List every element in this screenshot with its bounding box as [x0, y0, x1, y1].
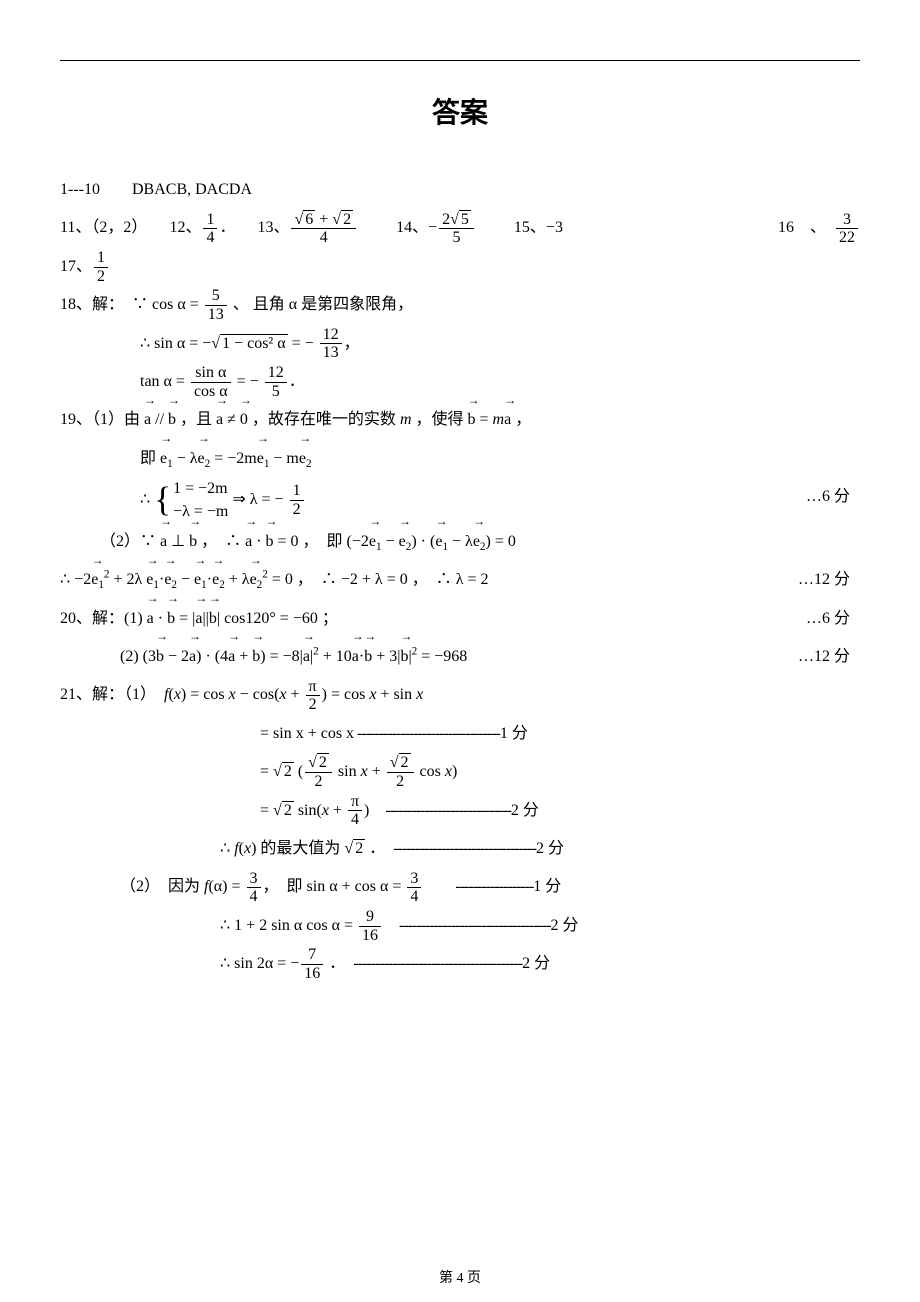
q18-line1: 18、解： ∵ cos α = 513 、 且角 α 是第四象限角，: [60, 286, 860, 324]
q21-line3: = √2 (√22 sin x + √22 cos x): [60, 753, 860, 791]
q21-line1: 21、解：（1） f(x) = cos x − cos(x + π2) = co…: [60, 676, 860, 714]
q20-p2: (2) (3b − 2a) · (4a + b) = −8|a|2 + 10a·…: [60, 638, 860, 676]
q21-p2-line2: ∴ 1 + 2 sin α cos α = 916 --------------…: [60, 907, 860, 945]
q11-label: 11、（2，2）: [60, 209, 147, 247]
q20-p1-score: …6 分: [806, 600, 850, 638]
answer-title: 答案: [60, 91, 860, 131]
answer-17: 17、12: [60, 248, 860, 286]
q21-p2-line3: ∴ sin 2α = −716 ． ----------------------…: [60, 945, 860, 983]
q19-p2-score: …12 分: [798, 561, 850, 599]
page-footer: 第 4 页: [0, 1267, 920, 1287]
answers-11-16: 11、（2，2） 12、14． 13、√6 + √24 14、−2√55 15、…: [60, 209, 860, 247]
q19-p2-line1: （2）∵ a ⊥ b ， ∴ a · b = 0 ， 即 (−2e1 − e2)…: [60, 523, 860, 561]
page-container: 答案 1---10 DBACB, DACDA 11、（2，2） 12、14． 1…: [0, 0, 920, 1302]
answers-1-10: 1---10 DBACB, DACDA: [60, 171, 860, 209]
q18-line3: tan α = sin αcos α = − 125．: [60, 363, 860, 401]
q19-p1-line2: 即 e1 − λe2 = −2me1 − me2: [60, 440, 860, 478]
q21-line2: = sin x + cos x ------------------------…: [60, 715, 860, 753]
q21-line5: ∴ f(x) 的最大值为 √2 ． ----------------------…: [60, 830, 860, 868]
q18-line2: ∴ sin α = −√1 − cos² α = − 1213，: [60, 325, 860, 363]
q21-p2-line1: （2） 因为 f(α) = 34， 即 sin α + cos α = 34 -…: [60, 868, 860, 906]
q19-p1-line1: 19、（1）由 a // b ，且 a ≠ 0 ，故存在唯一的实数 m ，使得 …: [60, 401, 860, 439]
q19-p2-line2: ∴ −2e12 + 2λ e1·e2 − e1·e2 + λe22 = 0 ， …: [60, 561, 860, 599]
q21-line4: = √2 sin(x + π4) -----------------------…: [60, 792, 860, 830]
q20-p1: 20、解：(1) a · b = |a||b| cos120° = −60 ； …: [60, 600, 860, 638]
q19-p1-score: …6 分: [806, 478, 850, 516]
q19-p1-line3: ∴ 1 = −2m−λ = −m ⇒ λ = − 12 …6 分: [60, 478, 860, 523]
top-rule: [60, 60, 860, 61]
q20-p2-score: …12 分: [798, 638, 850, 676]
